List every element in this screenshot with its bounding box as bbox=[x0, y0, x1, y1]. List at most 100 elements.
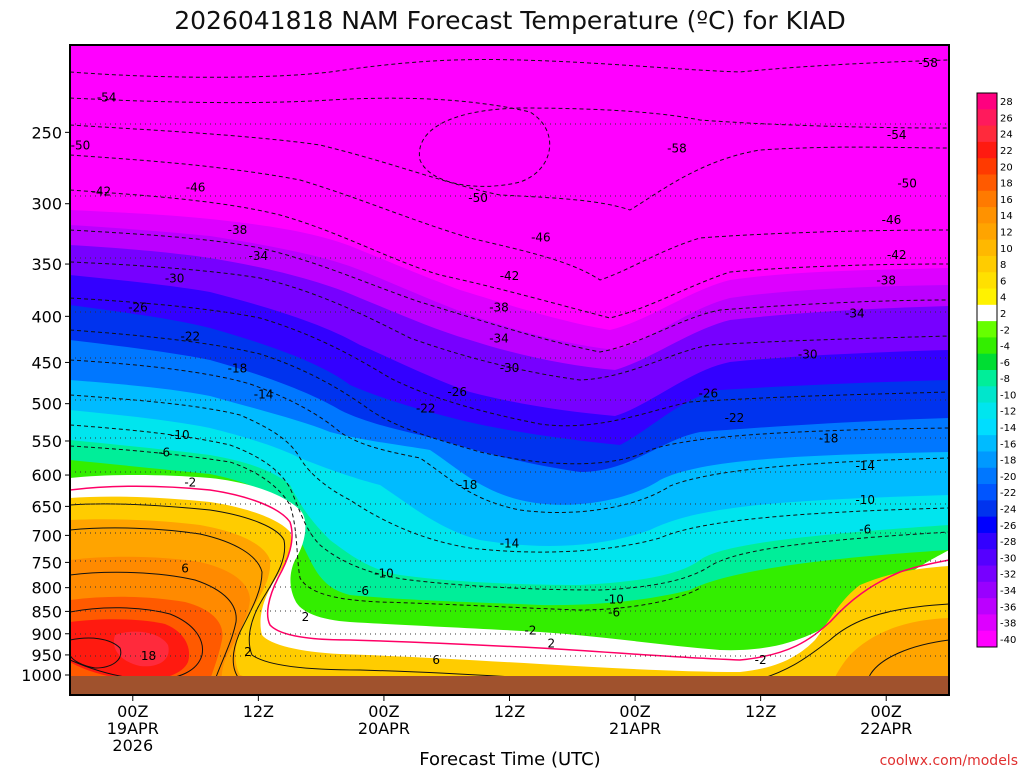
colorbar-swatch bbox=[977, 109, 997, 127]
band-plus-18-patch bbox=[113, 631, 169, 667]
colorbar-swatch bbox=[977, 255, 997, 273]
colorbar-label: -2 bbox=[1000, 325, 1010, 336]
contour-label: -18 bbox=[228, 362, 248, 376]
contour-label: -46 bbox=[186, 180, 206, 194]
contour-label: -22 bbox=[181, 329, 201, 343]
contour-label: -10 bbox=[855, 493, 875, 507]
isotherm-contours bbox=[70, 59, 949, 611]
colorbar-label: -4 bbox=[1000, 342, 1010, 353]
contour-label: -58 bbox=[667, 142, 687, 156]
colorbar-label: -26 bbox=[1000, 521, 1016, 532]
x-tick-label: 22APR bbox=[860, 719, 912, 738]
colorbar-label: 14 bbox=[1000, 211, 1013, 222]
contour-label: -38 bbox=[489, 300, 509, 314]
contour-label: -6 bbox=[859, 523, 871, 537]
colorbar-swatch bbox=[977, 581, 997, 599]
colorbar-swatch bbox=[977, 565, 997, 583]
colorbar-swatch bbox=[977, 321, 997, 338]
y-tick-label: 500 bbox=[31, 395, 62, 414]
colorbar-swatch bbox=[977, 174, 997, 192]
colorbar-label: -10 bbox=[1000, 390, 1016, 401]
colorbar-swatch bbox=[977, 451, 997, 469]
contour-label: 6 bbox=[181, 562, 189, 576]
contour-label: -26 bbox=[699, 387, 719, 401]
contour-label: 2 bbox=[302, 610, 310, 624]
colorbar-label: -36 bbox=[1000, 602, 1016, 613]
colorbar-swatch bbox=[977, 418, 997, 436]
contour-label: -42 bbox=[92, 184, 112, 198]
contour-label: -34 bbox=[489, 331, 509, 345]
colorbar-label: 10 bbox=[1000, 244, 1013, 255]
colorbar-swatch bbox=[977, 549, 997, 567]
colorbar-label: 18 bbox=[1000, 179, 1013, 190]
colorbar-label: -8 bbox=[1000, 374, 1010, 385]
colorbar-swatch bbox=[977, 158, 997, 175]
x-tick-label: 2026 bbox=[112, 736, 153, 755]
x-tick-label: 00Z bbox=[368, 702, 399, 721]
contour-label: -2 bbox=[524, 623, 536, 637]
colorbar-swatch bbox=[977, 337, 997, 355]
x-tick-label: 21APR bbox=[609, 719, 661, 738]
x-axis-label: Forecast Time (UTC) bbox=[419, 749, 600, 768]
contour-label: -18 bbox=[819, 431, 839, 445]
y-tick-label: 900 bbox=[31, 625, 62, 644]
y-tick-label: 800 bbox=[31, 579, 62, 598]
colorbar-swatch bbox=[977, 370, 997, 387]
y-tick-label: 400 bbox=[31, 307, 62, 326]
contour-label: -38 bbox=[228, 223, 248, 237]
colorbar-label: -18 bbox=[1000, 456, 1016, 467]
credit-text: coolwx.com/models bbox=[880, 753, 1018, 768]
y-tick-label: 250 bbox=[31, 123, 62, 142]
colorbar-swatch bbox=[977, 223, 997, 241]
y-tick-label: 650 bbox=[31, 497, 62, 516]
contour-label: -50 bbox=[897, 176, 917, 190]
contour-label: -2 bbox=[184, 476, 196, 490]
contour-label: -38 bbox=[876, 273, 896, 287]
colorbar-label: 22 bbox=[1000, 146, 1013, 157]
colorbar-swatch bbox=[977, 207, 997, 224]
ground-layer bbox=[70, 676, 949, 695]
x-tick-label: 00Z bbox=[619, 702, 650, 721]
y-tick-label: 600 bbox=[31, 466, 62, 485]
colorbar-swatch bbox=[977, 93, 997, 110]
contour-label: -10 bbox=[170, 428, 190, 442]
contour-label: -14 bbox=[254, 387, 274, 401]
colorbar-swatch bbox=[977, 288, 997, 306]
contour-label: -2 bbox=[755, 653, 767, 667]
contour-label: -14 bbox=[500, 537, 520, 551]
colorbar-label: -28 bbox=[1000, 537, 1016, 548]
contour-label: -6 bbox=[357, 584, 369, 598]
colorbar-label: -14 bbox=[1000, 423, 1016, 434]
colorbar-swatch bbox=[977, 614, 997, 632]
contour-label: -42 bbox=[500, 269, 520, 283]
colorbar-label: 26 bbox=[1000, 113, 1013, 124]
contour-label: -58 bbox=[918, 56, 938, 70]
contour-label: -34 bbox=[845, 306, 865, 320]
colorbar-swatch bbox=[977, 484, 997, 501]
colorbar-frame bbox=[976, 92, 998, 648]
x-tick-label: 20APR bbox=[358, 719, 410, 738]
y-tick-label: 550 bbox=[31, 432, 62, 451]
y-tick-label: 450 bbox=[31, 353, 62, 372]
y-tick-label: 300 bbox=[31, 195, 62, 214]
colorbar-label: 28 bbox=[1000, 97, 1013, 108]
colorbar-label: -38 bbox=[1000, 619, 1016, 630]
colorbar-label: 4 bbox=[1000, 293, 1006, 304]
contour-label: -30 bbox=[798, 348, 818, 362]
colorbar-swatch bbox=[977, 386, 997, 404]
contour-label: -14 bbox=[855, 459, 875, 473]
colorbar-label: 8 bbox=[1000, 260, 1006, 271]
colorbar-label: -16 bbox=[1000, 439, 1016, 450]
colorbar-swatch bbox=[977, 500, 997, 518]
contour-label: -26 bbox=[447, 385, 467, 399]
colorbar-swatch bbox=[977, 141, 997, 159]
colorbar-swatch bbox=[977, 532, 997, 550]
colorbar-label: -30 bbox=[1000, 553, 1016, 564]
freezing-line bbox=[70, 485, 949, 661]
colorbar: 28 26 24 22 20 18 16 14 12 10 8 6 4 2 -2 -4 -6 -8 -10 -12 -1… bbox=[976, 92, 1016, 648]
colorbar-label: 24 bbox=[1000, 130, 1013, 141]
x-tick-label: 19APR bbox=[107, 719, 159, 738]
colorbar-label: -6 bbox=[1000, 358, 1010, 369]
x-tick-label: 12Z bbox=[494, 702, 525, 721]
